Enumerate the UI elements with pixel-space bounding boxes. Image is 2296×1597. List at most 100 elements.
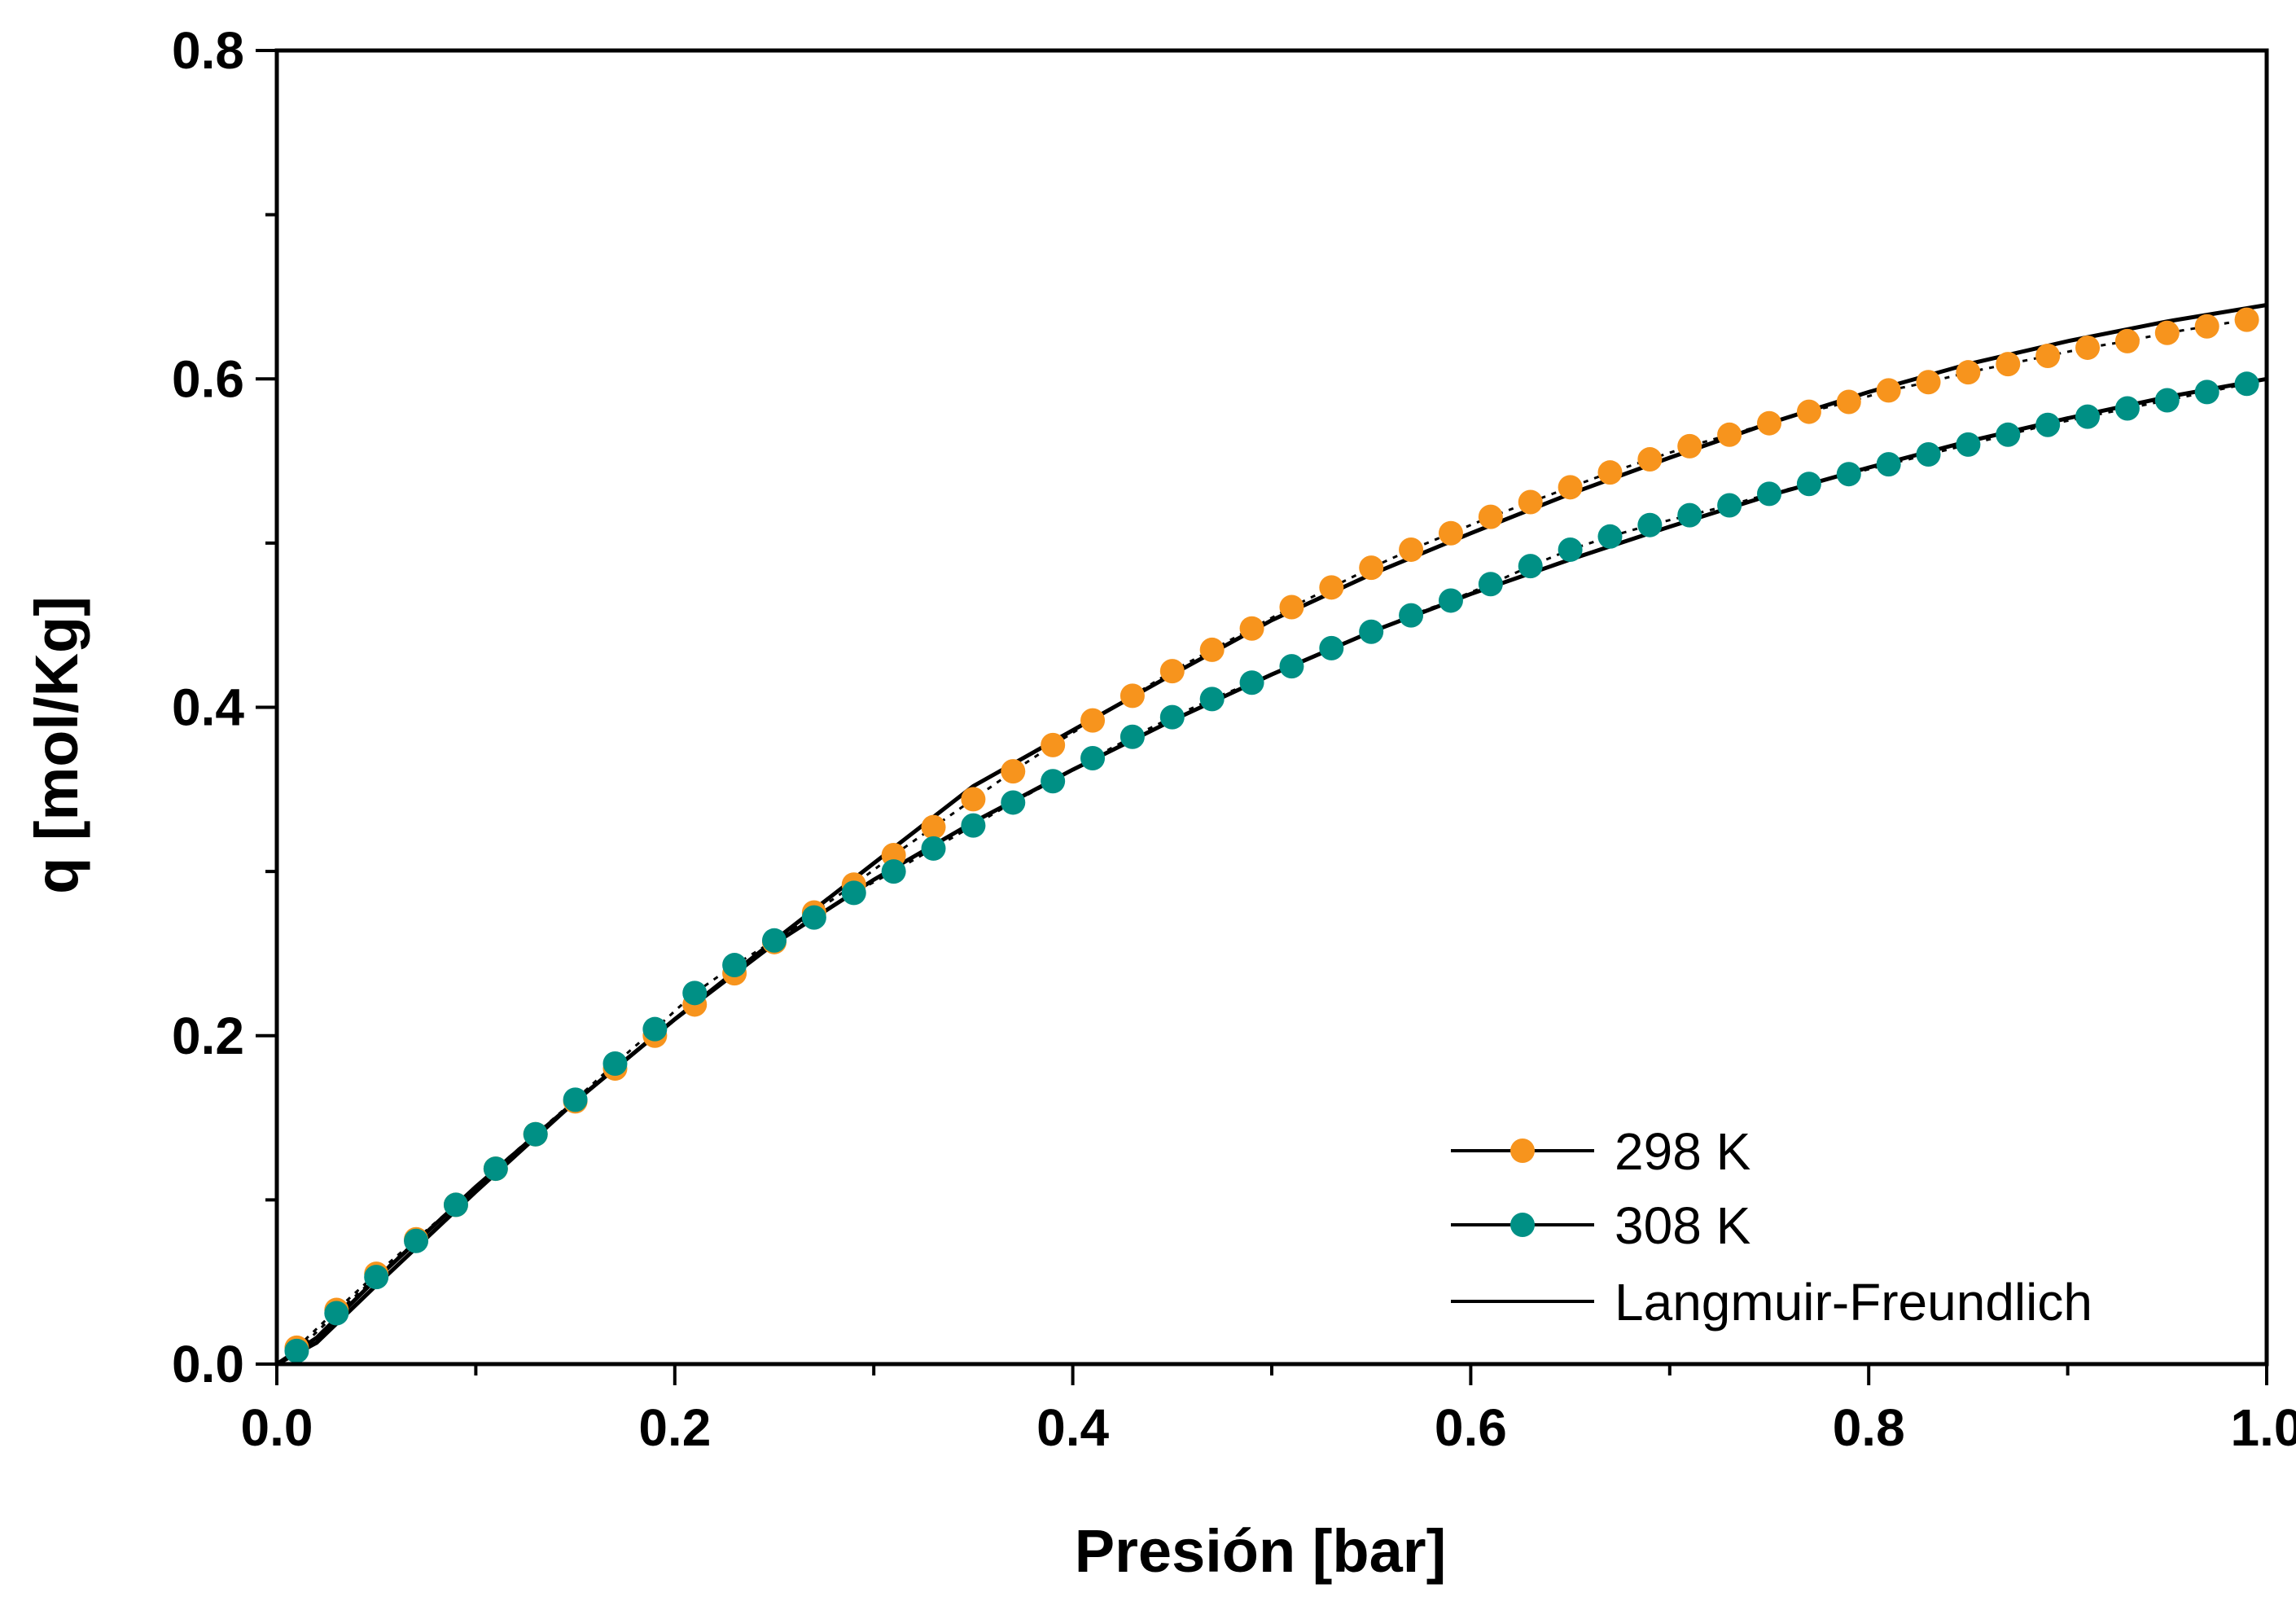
point-298k: [1199, 637, 1225, 662]
legend-label-fit: Langmuir-Freundlich: [1615, 1273, 2092, 1332]
point-298k: [2154, 320, 2180, 345]
point-298k: [1996, 352, 2021, 377]
point-298k: [1518, 489, 1543, 515]
y-tick-label: 0.4: [172, 678, 244, 737]
point-298k: [2114, 328, 2140, 353]
dotted-line-298k: [296, 318, 2247, 1349]
x-tick-label: 0.2: [638, 1398, 711, 1457]
point-298k: [1597, 460, 1623, 485]
point-308k: [1438, 588, 1463, 613]
fit-curves: [275, 303, 2268, 1367]
point-308k: [2194, 380, 2219, 405]
point-308k: [284, 1338, 309, 1363]
x-tick-label: 0.0: [241, 1398, 313, 1457]
point-298k: [1279, 594, 1304, 620]
point-298k: [1717, 422, 1742, 447]
point-298k: [2035, 344, 2061, 369]
point-298k: [2194, 314, 2219, 339]
point-298k: [1319, 575, 1344, 600]
point-298k: [1956, 360, 1981, 385]
dotted-line-308k: [296, 382, 2247, 1352]
point-308k: [404, 1228, 429, 1253]
point-298k: [1080, 708, 1106, 733]
point-308k: [1836, 462, 1861, 487]
point-298k: [1120, 683, 1145, 709]
plot-frame: [274, 48, 2269, 1367]
y-axis-label: q [mol/Kg]: [23, 596, 90, 894]
point-308k: [443, 1192, 468, 1217]
point-298k: [1558, 475, 1583, 500]
point-308k: [324, 1301, 349, 1326]
point-308k: [602, 1051, 628, 1077]
point-298k: [1399, 537, 1424, 562]
point-308k: [1677, 502, 1702, 528]
point-308k: [1717, 493, 1742, 518]
point-308k: [1239, 670, 1264, 695]
point-298k: [1239, 616, 1264, 641]
point-308k: [2154, 388, 2180, 413]
legend-marker-298k: [1510, 1139, 1535, 1163]
point-298k: [1757, 410, 1781, 436]
point-308k: [1120, 724, 1145, 749]
y-tick-label: 0.2: [172, 1007, 244, 1065]
point-298k: [1041, 732, 1066, 757]
point-308k: [801, 905, 826, 930]
axes: [256, 48, 2269, 1385]
point-298k: [921, 814, 946, 840]
x-tick-label: 0.8: [1833, 1398, 1905, 1457]
point-308k: [2114, 396, 2140, 421]
x-tick-label: 1.0: [2231, 1398, 2296, 1457]
legend-label-298k: 298 K: [1615, 1122, 1750, 1181]
point-298k: [1876, 378, 1901, 403]
point-308k: [1080, 746, 1106, 771]
point-298k: [1438, 520, 1463, 546]
point-308k: [921, 836, 946, 861]
point-298k: [1159, 659, 1185, 684]
point-308k: [1518, 554, 1543, 579]
point-308k: [364, 1265, 389, 1290]
point-308k: [1956, 432, 1981, 457]
tick-labels: 0.0 0.2 0.4 0.6 0.8 1.0 0.0 0.2 0.4 0.6 0.8: [172, 21, 2296, 1457]
point-308k: [563, 1087, 588, 1112]
point-308k: [1796, 472, 1821, 497]
point-298k: [2234, 307, 2259, 332]
point-298k: [1637, 447, 1663, 472]
point-308k: [1916, 441, 1941, 467]
point-308k: [1279, 654, 1304, 679]
point-308k: [762, 928, 787, 953]
point-308k: [1558, 537, 1583, 562]
point-308k: [1319, 635, 1344, 660]
point-298k: [1001, 759, 1026, 784]
legend: 298 K 308 K Langmuir-Freundlich: [1451, 1122, 2092, 1332]
legend-marker-308k: [1510, 1213, 1535, 1237]
point-308k: [1637, 512, 1663, 537]
point-298k: [1677, 433, 1702, 458]
point-298k: [961, 787, 986, 812]
fit-curve-298k: [275, 303, 2268, 1367]
point-308k: [961, 813, 986, 838]
point-308k: [1199, 687, 1225, 712]
point-308k: [1001, 790, 1026, 815]
point-308k: [2075, 404, 2101, 429]
point-308k: [1876, 452, 1901, 477]
point-308k: [1996, 422, 2021, 447]
y-tick-label: 0.0: [172, 1335, 244, 1393]
point-308k: [642, 1016, 668, 1042]
point-298k: [1478, 504, 1503, 529]
point-308k: [722, 953, 747, 978]
point-308k: [1159, 704, 1185, 730]
point-308k: [841, 880, 866, 906]
point-308k: [881, 859, 906, 884]
point-308k: [2234, 371, 2259, 397]
data-points: [284, 307, 2259, 1363]
legend-label-308k: 308 K: [1615, 1196, 1750, 1255]
point-308k: [483, 1156, 508, 1182]
point-298k: [1359, 555, 1384, 581]
x-tick-label: 0.6: [1435, 1398, 1507, 1457]
point-308k: [1757, 481, 1781, 507]
point-308k: [1399, 603, 1424, 628]
x-axis-label: Presión [bar]: [1075, 1517, 1446, 1585]
x-tick-label: 0.4: [1036, 1398, 1109, 1457]
y-tick-label: 0.6: [172, 349, 244, 408]
